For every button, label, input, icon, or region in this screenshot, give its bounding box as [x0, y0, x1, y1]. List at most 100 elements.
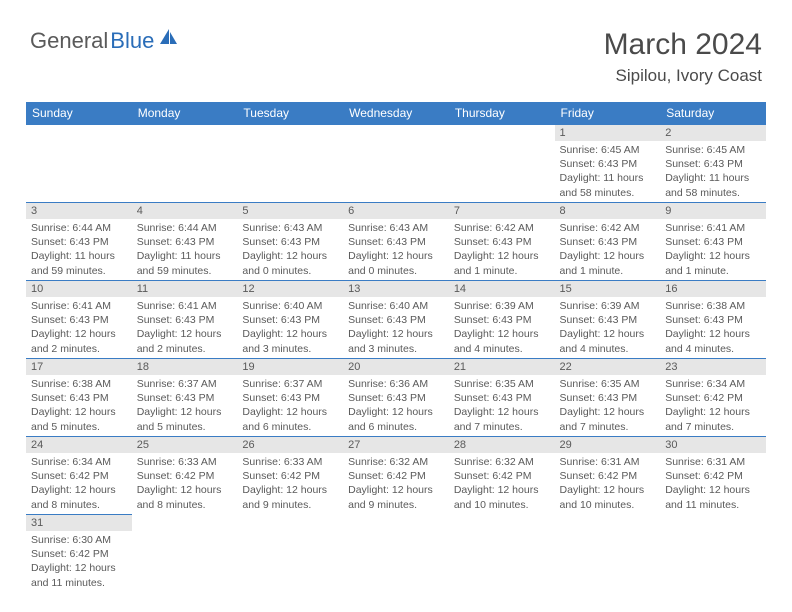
- logo-sail-icon: [159, 28, 179, 51]
- weekday-header: Monday: [132, 102, 238, 125]
- day-cell: 15Sunrise: 6:39 AMSunset: 6:43 PMDayligh…: [555, 281, 661, 359]
- day-number: 25: [132, 437, 238, 453]
- day-info: Sunrise: 6:32 AMSunset: 6:42 PMDaylight:…: [343, 453, 449, 514]
- day-cell: 3Sunrise: 6:44 AMSunset: 6:43 PMDaylight…: [26, 203, 132, 281]
- day-number: 14: [449, 281, 555, 297]
- day-info: Sunrise: 6:38 AMSunset: 6:43 PMDaylight:…: [26, 375, 132, 436]
- day-info: Sunrise: 6:37 AMSunset: 6:43 PMDaylight:…: [132, 375, 238, 436]
- day-info: Sunrise: 6:39 AMSunset: 6:43 PMDaylight:…: [555, 297, 661, 358]
- empty-cell: [449, 515, 555, 593]
- day-number: 6: [343, 203, 449, 219]
- weekday-header: Sunday: [26, 102, 132, 125]
- day-info: Sunrise: 6:42 AMSunset: 6:43 PMDaylight:…: [449, 219, 555, 280]
- day-info: Sunrise: 6:33 AMSunset: 6:42 PMDaylight:…: [237, 453, 343, 514]
- calendar-table: Sunday Monday Tuesday Wednesday Thursday…: [26, 102, 766, 593]
- day-info: Sunrise: 6:41 AMSunset: 6:43 PMDaylight:…: [26, 297, 132, 358]
- day-info: Sunrise: 6:44 AMSunset: 6:43 PMDaylight:…: [26, 219, 132, 280]
- day-cell: 5Sunrise: 6:43 AMSunset: 6:43 PMDaylight…: [237, 203, 343, 281]
- empty-cell: [449, 125, 555, 203]
- day-info: Sunrise: 6:38 AMSunset: 6:43 PMDaylight:…: [660, 297, 766, 358]
- day-number: 31: [26, 515, 132, 531]
- day-cell: 31Sunrise: 6:30 AMSunset: 6:42 PMDayligh…: [26, 515, 132, 593]
- calendar-body: 1Sunrise: 6:45 AMSunset: 6:43 PMDaylight…: [26, 125, 766, 593]
- weekday-header: Wednesday: [343, 102, 449, 125]
- day-number: 11: [132, 281, 238, 297]
- day-info: Sunrise: 6:42 AMSunset: 6:43 PMDaylight:…: [555, 219, 661, 280]
- day-number: 16: [660, 281, 766, 297]
- calendar-row: 1Sunrise: 6:45 AMSunset: 6:43 PMDaylight…: [26, 125, 766, 203]
- day-number: 8: [555, 203, 661, 219]
- empty-cell: [237, 515, 343, 593]
- day-cell: 23Sunrise: 6:34 AMSunset: 6:42 PMDayligh…: [660, 359, 766, 437]
- empty-cell: [343, 515, 449, 593]
- day-number: 12: [237, 281, 343, 297]
- day-info: Sunrise: 6:44 AMSunset: 6:43 PMDaylight:…: [132, 219, 238, 280]
- day-info: Sunrise: 6:31 AMSunset: 6:42 PMDaylight:…: [660, 453, 766, 514]
- day-number: 27: [343, 437, 449, 453]
- day-cell: 7Sunrise: 6:42 AMSunset: 6:43 PMDaylight…: [449, 203, 555, 281]
- day-number: 9: [660, 203, 766, 219]
- logo: General Blue: [30, 28, 179, 54]
- day-number: 17: [26, 359, 132, 375]
- empty-cell: [26, 125, 132, 203]
- weekday-header-row: Sunday Monday Tuesday Wednesday Thursday…: [26, 102, 766, 125]
- day-info: Sunrise: 6:41 AMSunset: 6:43 PMDaylight:…: [660, 219, 766, 280]
- day-cell: 27Sunrise: 6:32 AMSunset: 6:42 PMDayligh…: [343, 437, 449, 515]
- day-number: 29: [555, 437, 661, 453]
- empty-cell: [343, 125, 449, 203]
- day-number: 13: [343, 281, 449, 297]
- day-cell: 17Sunrise: 6:38 AMSunset: 6:43 PMDayligh…: [26, 359, 132, 437]
- month-title: March 2024: [604, 28, 762, 62]
- empty-cell: [132, 125, 238, 203]
- day-cell: 13Sunrise: 6:40 AMSunset: 6:43 PMDayligh…: [343, 281, 449, 359]
- day-cell: 21Sunrise: 6:35 AMSunset: 6:43 PMDayligh…: [449, 359, 555, 437]
- day-number: 5: [237, 203, 343, 219]
- day-cell: 28Sunrise: 6:32 AMSunset: 6:42 PMDayligh…: [449, 437, 555, 515]
- day-info: Sunrise: 6:30 AMSunset: 6:42 PMDaylight:…: [26, 531, 132, 592]
- day-cell: 29Sunrise: 6:31 AMSunset: 6:42 PMDayligh…: [555, 437, 661, 515]
- day-info: Sunrise: 6:33 AMSunset: 6:42 PMDaylight:…: [132, 453, 238, 514]
- calendar-row: 10Sunrise: 6:41 AMSunset: 6:43 PMDayligh…: [26, 281, 766, 359]
- day-cell: 4Sunrise: 6:44 AMSunset: 6:43 PMDaylight…: [132, 203, 238, 281]
- day-info: Sunrise: 6:34 AMSunset: 6:42 PMDaylight:…: [660, 375, 766, 436]
- day-cell: 1Sunrise: 6:45 AMSunset: 6:43 PMDaylight…: [555, 125, 661, 203]
- day-info: Sunrise: 6:40 AMSunset: 6:43 PMDaylight:…: [237, 297, 343, 358]
- day-number: 1: [555, 125, 661, 141]
- weekday-header: Tuesday: [237, 102, 343, 125]
- day-cell: 10Sunrise: 6:41 AMSunset: 6:43 PMDayligh…: [26, 281, 132, 359]
- day-cell: 20Sunrise: 6:36 AMSunset: 6:43 PMDayligh…: [343, 359, 449, 437]
- title-block: March 2024 Sipilou, Ivory Coast: [604, 28, 762, 86]
- day-cell: 26Sunrise: 6:33 AMSunset: 6:42 PMDayligh…: [237, 437, 343, 515]
- day-cell: 12Sunrise: 6:40 AMSunset: 6:43 PMDayligh…: [237, 281, 343, 359]
- logo-text-gray: General: [30, 28, 108, 54]
- day-info: Sunrise: 6:39 AMSunset: 6:43 PMDaylight:…: [449, 297, 555, 358]
- weekday-header: Saturday: [660, 102, 766, 125]
- day-number: 23: [660, 359, 766, 375]
- day-number: 26: [237, 437, 343, 453]
- empty-cell: [237, 125, 343, 203]
- day-info: Sunrise: 6:43 AMSunset: 6:43 PMDaylight:…: [237, 219, 343, 280]
- day-number: 10: [26, 281, 132, 297]
- day-number: 21: [449, 359, 555, 375]
- day-info: Sunrise: 6:35 AMSunset: 6:43 PMDaylight:…: [555, 375, 661, 436]
- day-number: 15: [555, 281, 661, 297]
- calendar-row: 17Sunrise: 6:38 AMSunset: 6:43 PMDayligh…: [26, 359, 766, 437]
- day-number: 7: [449, 203, 555, 219]
- day-info: Sunrise: 6:45 AMSunset: 6:43 PMDaylight:…: [555, 141, 661, 202]
- empty-cell: [660, 515, 766, 593]
- day-info: Sunrise: 6:31 AMSunset: 6:42 PMDaylight:…: [555, 453, 661, 514]
- day-number: 30: [660, 437, 766, 453]
- header: General Blue March 2024 Sipilou, Ivory C…: [0, 0, 792, 94]
- day-cell: 22Sunrise: 6:35 AMSunset: 6:43 PMDayligh…: [555, 359, 661, 437]
- day-number: 4: [132, 203, 238, 219]
- day-info: Sunrise: 6:43 AMSunset: 6:43 PMDaylight:…: [343, 219, 449, 280]
- day-info: Sunrise: 6:34 AMSunset: 6:42 PMDaylight:…: [26, 453, 132, 514]
- day-number: 2: [660, 125, 766, 141]
- day-cell: 16Sunrise: 6:38 AMSunset: 6:43 PMDayligh…: [660, 281, 766, 359]
- calendar-row: 24Sunrise: 6:34 AMSunset: 6:42 PMDayligh…: [26, 437, 766, 515]
- day-info: Sunrise: 6:45 AMSunset: 6:43 PMDaylight:…: [660, 141, 766, 202]
- location: Sipilou, Ivory Coast: [604, 66, 762, 86]
- calendar-row: 31Sunrise: 6:30 AMSunset: 6:42 PMDayligh…: [26, 515, 766, 593]
- day-cell: 9Sunrise: 6:41 AMSunset: 6:43 PMDaylight…: [660, 203, 766, 281]
- day-cell: 14Sunrise: 6:39 AMSunset: 6:43 PMDayligh…: [449, 281, 555, 359]
